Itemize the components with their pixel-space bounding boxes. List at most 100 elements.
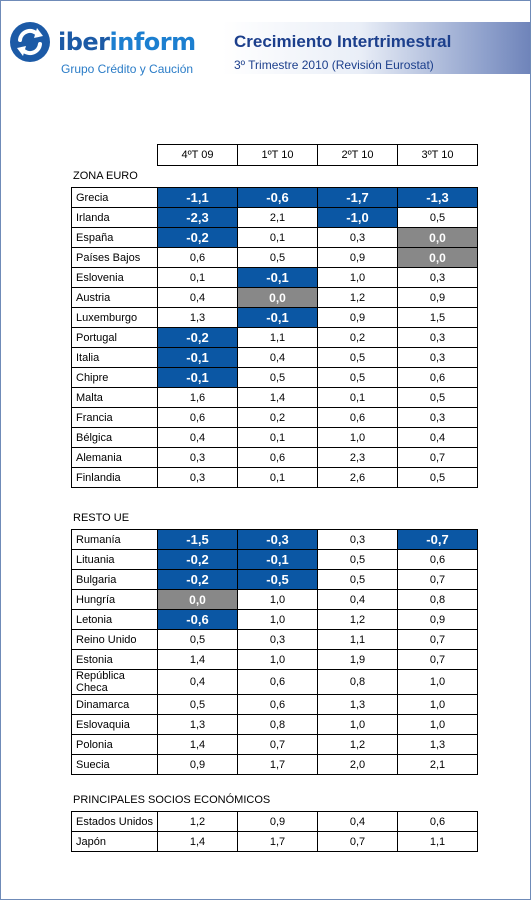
growth-value: 0,4	[157, 287, 238, 308]
table-row: Dinamarca 0,5 0,6 1,3 1,0	[71, 694, 478, 715]
growth-value: 2,1	[397, 754, 478, 775]
country-name: Austria	[71, 287, 158, 308]
growth-value: 0,9	[317, 247, 398, 268]
growth-value: 0,6	[397, 367, 478, 388]
growth-value: 0,6	[237, 447, 318, 468]
country-name: Reino Unido	[71, 629, 158, 650]
growth-value: 0,8	[237, 714, 318, 735]
growth-value: 1,1	[397, 831, 478, 852]
table-row: Italia -0,1 0,4 0,5 0,3	[71, 347, 478, 368]
growth-value: 1,4	[157, 649, 238, 670]
growth-value: 0,2	[317, 327, 398, 348]
growth-value: 0,9	[237, 811, 318, 832]
growth-value: 0,9	[397, 609, 478, 630]
page-title: Crecimiento Intertrimestral	[234, 32, 452, 51]
growth-value: 0,0	[397, 227, 478, 248]
country-name: Grecia	[71, 187, 158, 208]
growth-value: 0,7	[397, 629, 478, 650]
growth-value: 0,8	[397, 589, 478, 610]
growth-value: 0,5	[237, 247, 318, 268]
growth-value: 2,1	[237, 207, 318, 228]
country-name: Bulgaria	[71, 569, 158, 590]
growth-value: -1,3	[397, 187, 478, 208]
country-name: Francia	[71, 407, 158, 428]
table-row: Alemania 0,3 0,6 2,3 0,7	[71, 447, 478, 468]
growth-value: 1,7	[237, 754, 318, 775]
column-header: 3ºT 10	[397, 144, 478, 166]
growth-value: 0,4	[397, 427, 478, 448]
growth-value: 0,7	[397, 649, 478, 670]
table-row: Bélgica 0,4 0,1 1,0 0,4	[71, 427, 478, 448]
growth-value: 1,0	[317, 427, 398, 448]
table-row: Letonia -0,6 1,0 1,2 0,9	[71, 609, 478, 630]
growth-value: -1,5	[157, 529, 238, 550]
growth-value: 0,0	[157, 589, 238, 610]
growth-value: -0,6	[157, 609, 238, 630]
table-row: Portugal -0,2 1,1 0,2 0,3	[71, 327, 478, 348]
growth-value: 0,1	[237, 227, 318, 248]
country-name: Eslovenia	[71, 267, 158, 288]
growth-value: 0,7	[317, 831, 398, 852]
growth-value: 0,3	[237, 629, 318, 650]
growth-value: 0,0	[237, 287, 318, 308]
table-row: República Checa 0,4 0,6 0,8 1,0	[71, 669, 478, 695]
growth-value: 1,0	[317, 267, 398, 288]
growth-value: 1,0	[237, 609, 318, 630]
growth-value: 0,3	[157, 467, 238, 488]
growth-value: 2,6	[317, 467, 398, 488]
table-row: Reino Unido 0,5 0,3 1,1 0,7	[71, 629, 478, 650]
logo-word-bold: iber	[58, 28, 110, 56]
growth-value: 0,4	[237, 347, 318, 368]
growth-value: 1,2	[317, 734, 398, 755]
growth-value: 0,9	[397, 287, 478, 308]
growth-value: 0,6	[157, 407, 238, 428]
iberinform-logo: iberinform Grupo Crédito y Caución	[8, 18, 208, 78]
growth-value: 0,5	[157, 629, 238, 650]
growth-value: -0,2	[157, 549, 238, 570]
country-name: Países Bajos	[71, 247, 158, 268]
growth-value: 1,6	[157, 387, 238, 408]
growth-value: 0,4	[317, 589, 398, 610]
table-resto-ue: Rumanía -1,5 -0,3 0,3 -0,7 Lituania -0,2 -0,1 0,…	[71, 529, 478, 775]
country-name: Finlandia	[71, 467, 158, 488]
growth-value: 0,3	[157, 447, 238, 468]
growth-value: 0,3	[317, 529, 398, 550]
table-row: Estados Unidos 1,2 0,9 0,4 0,6	[71, 811, 478, 832]
table-row: Eslovenia 0,1 -0,1 1,0 0,3	[71, 267, 478, 288]
country-name: Lituania	[71, 549, 158, 570]
table-row: Hungría 0,0 1,0 0,4 0,8	[71, 589, 478, 610]
table-row: Rumanía -1,5 -0,3 0,3 -0,7	[71, 529, 478, 550]
country-name: Polonia	[71, 734, 158, 755]
growth-value: 0,6	[237, 694, 318, 715]
growth-value: 2,0	[317, 754, 398, 775]
growth-value: 1,0	[237, 649, 318, 670]
table-row: Grecia -1,1 -0,6 -1,7 -1,3	[71, 187, 478, 208]
growth-value: 1,3	[157, 714, 238, 735]
growth-value: -0,1	[157, 367, 238, 388]
growth-value: 0,3	[397, 327, 478, 348]
growth-value: -1,1	[157, 187, 238, 208]
growth-value: 0,8	[317, 669, 398, 695]
growth-value: 1,2	[317, 287, 398, 308]
growth-value: 0,6	[157, 247, 238, 268]
column-headers: 4ºT 09 1ºT 10 2ºT 10 3ºT 10	[157, 144, 478, 166]
table-socios-economicos: Estados Unidos 1,2 0,9 0,4 0,6 Japón 1,4 1,7 0,7…	[71, 811, 478, 852]
growth-value: -0,1	[237, 267, 318, 288]
growth-value: 0,1	[157, 267, 238, 288]
logo-wordmark: iberinform	[58, 28, 196, 56]
table-row: Bulgaria -0,2 -0,5 0,5 0,7	[71, 569, 478, 590]
growth-value: 0,2	[237, 407, 318, 428]
growth-value: 1,4	[157, 734, 238, 755]
table-row: Irlanda -2,3 2,1 -1,0 0,5	[71, 207, 478, 228]
growth-value: 0,5	[397, 467, 478, 488]
growth-value: 1,0	[317, 714, 398, 735]
growth-value: 0,4	[157, 427, 238, 448]
country-name: Eslovaquia	[71, 714, 158, 735]
column-header: 4ºT 09	[157, 144, 238, 166]
table-row: Chipre -0,1 0,5 0,5 0,6	[71, 367, 478, 388]
table-row: Malta 1,6 1,4 0,1 0,5	[71, 387, 478, 408]
growth-value: 0,0	[397, 247, 478, 268]
growth-value: -0,1	[237, 307, 318, 328]
country-name: Dinamarca	[71, 694, 158, 715]
growth-value: 1,1	[237, 327, 318, 348]
